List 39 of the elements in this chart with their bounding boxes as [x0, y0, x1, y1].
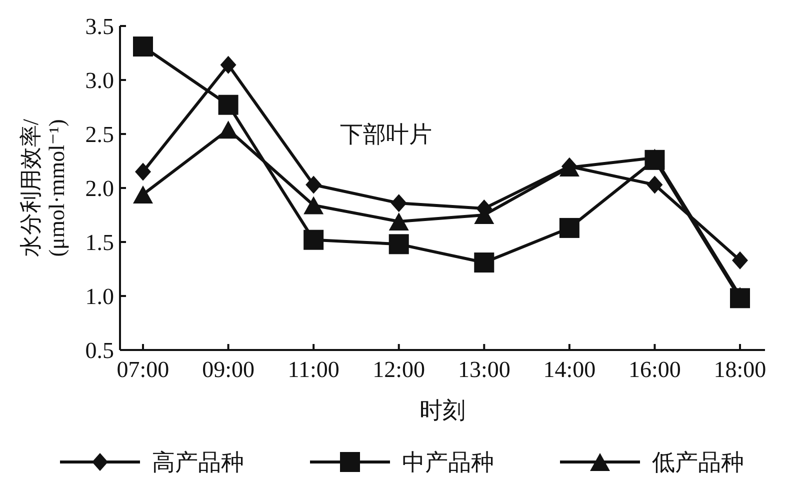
- x-tick-label: 12:00: [372, 357, 426, 382]
- point: [133, 36, 153, 57]
- point: [218, 120, 238, 139]
- point: [135, 162, 151, 181]
- x-tick-label: 16:00: [628, 357, 681, 382]
- x-tick-label: 18:00: [714, 357, 766, 382]
- x-axis-title: 时刻: [420, 398, 466, 423]
- y-tick-label: 2.0: [85, 176, 114, 201]
- point: [304, 196, 324, 214]
- y-tick-label: 3.0: [85, 68, 114, 93]
- point: [304, 230, 324, 250]
- legend-label: 高产品种: [152, 450, 244, 475]
- point: [220, 56, 236, 74]
- point: [732, 251, 748, 270]
- y-tick-label: 0.5: [85, 338, 114, 363]
- annotation: 下部叶片: [340, 122, 432, 147]
- point: [730, 288, 750, 308]
- point: [388, 212, 409, 230]
- point: [133, 185, 153, 204]
- point: [646, 176, 663, 194]
- point: [306, 176, 322, 194]
- point: [644, 150, 665, 170]
- y-tick-label: 1.0: [85, 284, 114, 309]
- x-tick-label: 11:00: [288, 357, 340, 382]
- legend-label: 低产品种: [652, 450, 744, 475]
- y-tick-label: 3.5: [85, 14, 114, 39]
- point: [474, 252, 494, 273]
- point: [390, 194, 407, 212]
- y-axis-title: 水分利用效率/(μmol·mmol⁻¹): [18, 118, 69, 258]
- y-tick-label: 1.5: [85, 230, 114, 255]
- point: [388, 234, 409, 254]
- x-tick-label: 14:00: [543, 357, 596, 382]
- legend-label: 中产品种: [402, 450, 494, 475]
- x-tick-label: 09:00: [202, 357, 254, 382]
- point: [559, 218, 580, 238]
- x-tick-label: 13:00: [458, 357, 510, 382]
- point: [218, 94, 238, 115]
- x-tick-label: 07:00: [116, 357, 170, 382]
- y-tick-label: 2.5: [85, 122, 114, 147]
